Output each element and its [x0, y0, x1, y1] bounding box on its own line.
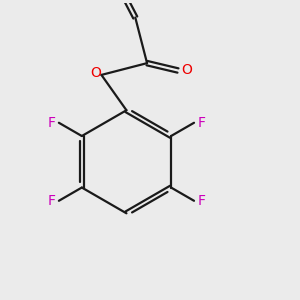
Text: F: F	[197, 194, 206, 208]
Text: F: F	[47, 194, 56, 208]
Text: F: F	[47, 116, 56, 130]
Text: O: O	[181, 63, 192, 77]
Text: O: O	[91, 66, 102, 80]
Text: F: F	[197, 116, 206, 130]
